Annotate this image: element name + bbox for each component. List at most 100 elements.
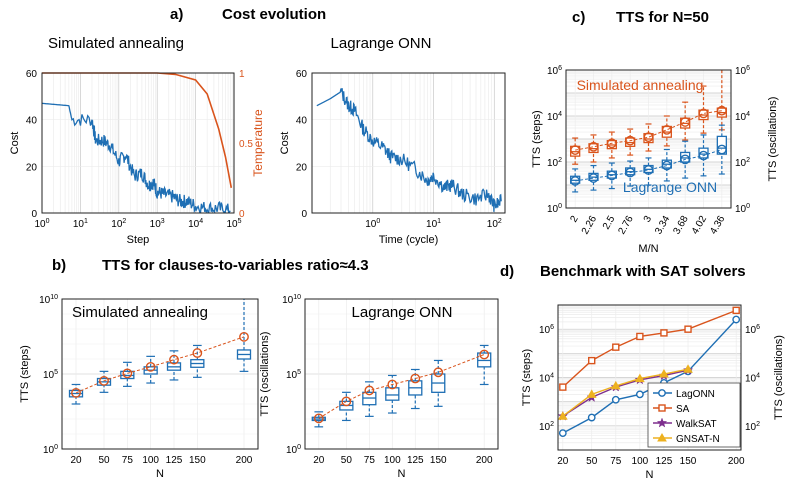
x-tick-label: 20 (557, 456, 569, 467)
y-axis-label: TTS (oscillations) (259, 332, 271, 417)
x-tick-label: 125 (166, 455, 183, 466)
x-axis-label: Step (127, 234, 150, 246)
mean-marker (169, 354, 179, 365)
marker-sa (636, 332, 644, 341)
mean-marker (606, 170, 617, 181)
legend-marker (658, 404, 666, 412)
box-lagrange-onn (362, 381, 377, 417)
y-axis-label: Cost (9, 132, 21, 155)
panel-b-title: TTS for clauses-to-variables ratio≈4.3 (102, 257, 369, 274)
panel-b2-subtitle: Lagrange ONN (352, 304, 453, 321)
box-iqr (385, 387, 400, 401)
mean-marker (433, 367, 444, 378)
legend-label: SA (676, 404, 690, 415)
panel-a-letter: a) (170, 6, 183, 23)
marker-lagonn (732, 315, 741, 324)
x-tick-label: 20 (70, 455, 82, 466)
panel-a1-subtitle: Simulated annealing (48, 35, 184, 52)
y-tick-label: 0 (301, 209, 307, 220)
x-tick-label: 102 (487, 218, 502, 230)
y-tick-label: 1010 (282, 294, 301, 306)
y-tick-label: 102 (539, 421, 554, 433)
x-tick-label: 100 (384, 455, 401, 466)
mean-marker (643, 132, 654, 143)
box-lagrange-onn (385, 374, 400, 414)
x-axis-label: Time (cycle) (379, 234, 438, 246)
mean-marker (387, 379, 398, 390)
marker-gnsat-n (557, 411, 568, 420)
y2-axis-label: Temperature (251, 109, 265, 177)
marker-gnsat-n (586, 389, 597, 398)
box-lagrange-onn (477, 344, 492, 386)
x-tick-label: 75 (364, 455, 376, 466)
x-tick-label: 100 (34, 218, 49, 230)
panel-b1-subtitle: Simulated annealing (72, 304, 208, 321)
y-tick-label: 100 (43, 444, 58, 456)
x-axis-label: N (156, 468, 164, 480)
x-tick-label: 150 (680, 456, 697, 467)
x-tick-label: 125 (407, 455, 424, 466)
y2-axis-label: TTS (oscillations) (767, 97, 779, 182)
box-iqr (680, 151, 691, 163)
legend-label: LagONN (676, 389, 715, 400)
mean-marker (341, 396, 352, 407)
y-tick-label: 100 (286, 444, 301, 456)
panel-b-letter: b) (52, 257, 66, 274)
y-tick-label: 102 (547, 157, 562, 169)
legend-label: GNSAT-N (676, 434, 720, 445)
box-lagrange-onn (680, 140, 691, 179)
box-simulated-annealing (166, 350, 182, 381)
panel-a-title: Cost evolution (222, 6, 326, 23)
x-tick-label: 3.34 (653, 214, 672, 237)
x-tick-label: 125 (656, 456, 673, 467)
cost-series-line (316, 88, 502, 212)
y-tick-label: 20 (26, 162, 38, 173)
mean-trend-line (318, 354, 485, 419)
x-axis-label: N (398, 468, 406, 480)
x-axis-label: M/N (638, 243, 658, 255)
y2-tick-label: 106 (735, 65, 750, 77)
mean-marker (698, 150, 709, 161)
marker-lagonn (611, 395, 620, 404)
series-line-gnsat-n (562, 368, 689, 417)
x-tick-label: 150 (189, 455, 206, 466)
mean-marker (625, 135, 636, 146)
mean-marker (192, 348, 203, 358)
annotation-simulated-annealing: Simulated annealing (577, 77, 704, 93)
x-tick-label: 50 (586, 456, 598, 467)
box-simulated-annealing (588, 134, 599, 163)
y-tick-label: 60 (296, 69, 308, 80)
y2-tick-label: 100 (735, 203, 750, 215)
marker-sa (559, 383, 567, 391)
annotation-lagrange-onn: Lagrange ONN (623, 179, 717, 195)
y-tick-label: 40 (296, 116, 308, 127)
x-tick-label: 50 (341, 455, 353, 466)
marker-lagonn (558, 429, 567, 438)
x-tick-label: 50 (98, 455, 110, 466)
x-tick-label: 150 (430, 455, 447, 466)
mean-marker (313, 413, 324, 424)
box-lagrange-onn (698, 134, 709, 177)
x-tick-label: 103 (150, 218, 165, 230)
x-tick-label: 200 (236, 455, 253, 466)
y2-tick-label: 102 (745, 421, 760, 433)
panel-c-letter: c) (572, 9, 585, 26)
x-tick-label: 105 (226, 218, 241, 230)
marker-sa (588, 356, 596, 365)
y-axis-label: TTS (steps) (19, 345, 31, 402)
y-tick-label: 106 (539, 324, 554, 336)
y2-tick-label: 102 (735, 157, 750, 169)
legend-marker (657, 432, 667, 442)
marker-sa (660, 329, 668, 337)
marker-sa (732, 306, 740, 315)
x-tick-label: 3 (642, 214, 655, 225)
x-tick-label: 4.36 (708, 214, 727, 237)
mean-marker (643, 165, 654, 175)
x-tick-label: 101 (426, 218, 441, 230)
mean-marker (239, 331, 249, 342)
panel-d-letter: d) (500, 263, 514, 280)
y-tick-label: 105 (286, 369, 301, 381)
marker-sa (612, 343, 620, 351)
